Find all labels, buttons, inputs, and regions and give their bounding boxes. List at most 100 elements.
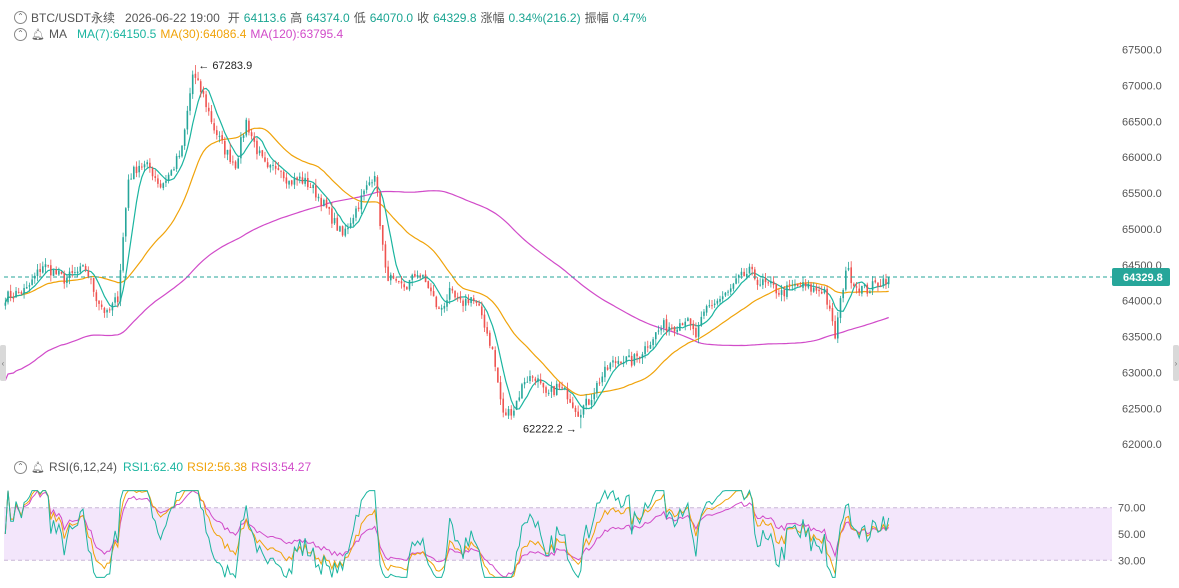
- candle-body: [154, 176, 157, 178]
- collapse-chevron-icon[interactable]: ⌃: [14, 11, 27, 24]
- candle-body: [748, 266, 751, 274]
- candle-body: [772, 281, 775, 285]
- candle-body: [422, 274, 424, 278]
- candle-body: [103, 307, 106, 313]
- candle-body: [529, 376, 531, 382]
- candle-body: [52, 269, 55, 276]
- candle-body: [42, 266, 44, 273]
- scroll-left-handle[interactable]: ‹: [0, 345, 6, 381]
- candle-body: [818, 289, 820, 292]
- candle-body: [384, 244, 387, 268]
- candle-body: [124, 208, 127, 237]
- ma-indicator-name: MA: [48, 27, 67, 41]
- candle-body: [408, 280, 411, 290]
- candle-body: [633, 354, 636, 365]
- candle-body: [545, 387, 547, 393]
- candle-body: [39, 269, 41, 272]
- price-axis-tick-label: 66500.0: [1122, 116, 1162, 128]
- candle-body: [151, 168, 154, 177]
- candle-body: [513, 410, 515, 416]
- price-axis-tick-label: 65500.0: [1122, 188, 1162, 200]
- candle-body: [28, 285, 31, 287]
- collapse-chevron-icon[interactable]: ⌃: [14, 27, 27, 41]
- candle-body: [542, 382, 545, 388]
- candle-body: [234, 161, 237, 169]
- candle-body: [414, 273, 416, 277]
- candle-body: [167, 174, 170, 181]
- low-annotation: 62222.2 →: [523, 423, 577, 435]
- candle-body: [713, 303, 716, 306]
- candle-body: [590, 400, 593, 405]
- candle-body: [834, 321, 836, 339]
- candle-body: [277, 168, 280, 170]
- high-annotation: ← 67283.9: [198, 60, 252, 72]
- candle-body: [451, 288, 454, 291]
- candle-body: [210, 111, 213, 123]
- candle-body: [454, 291, 456, 298]
- candle-body: [31, 279, 33, 285]
- candle-body: [280, 170, 282, 172]
- scroll-right-handle[interactable]: ›: [1173, 345, 1179, 381]
- candle-body: [336, 217, 339, 231]
- candle-body: [373, 176, 376, 182]
- candle-body: [119, 270, 122, 302]
- candle-body: [288, 180, 290, 185]
- candle-body: [127, 179, 130, 208]
- candle-body: [135, 166, 138, 174]
- candle-body: [47, 265, 49, 267]
- candle-body: [770, 281, 772, 284]
- candle-body: [325, 199, 328, 208]
- candle-body: [649, 345, 652, 349]
- candle-body: [368, 182, 371, 185]
- candle-body: [98, 300, 100, 304]
- candle-body: [499, 382, 502, 400]
- candle-body: [157, 178, 159, 184]
- candle-body: [745, 273, 748, 277]
- candle-body: [767, 282, 770, 284]
- candle-body: [317, 196, 320, 199]
- candle-body: [312, 184, 314, 189]
- candle-body: [15, 290, 17, 298]
- open-value: 64113.6: [243, 10, 287, 25]
- candle-body: [676, 329, 679, 332]
- bell-icon[interactable]: 🔔︎: [31, 461, 45, 474]
- candle-body: [521, 384, 523, 399]
- candle-body: [711, 305, 713, 307]
- candle-body: [87, 270, 90, 278]
- candle-body: [480, 306, 483, 316]
- candle-body: [440, 307, 443, 310]
- amplitude-value: 0.47%: [612, 10, 647, 25]
- candle-body: [593, 393, 596, 400]
- candle-body: [248, 120, 250, 133]
- ma30-value: MA(30):64086.4: [160, 27, 247, 41]
- candle-body: [823, 288, 826, 293]
- candle-body: [850, 267, 852, 284]
- close-label: 收: [417, 11, 430, 25]
- bell-icon[interactable]: 🔔︎: [31, 28, 45, 41]
- candle-body: [828, 305, 831, 309]
- candle-body: [240, 137, 242, 159]
- candle-body: [258, 150, 261, 154]
- candle-body: [309, 187, 312, 189]
- candle-body: [347, 228, 349, 230]
- candle-body: [845, 270, 847, 290]
- candle-body: [617, 360, 620, 364]
- candle-body: [494, 350, 496, 367]
- candle-body: [320, 197, 322, 206]
- candle-body: [459, 296, 462, 300]
- candle-body: [181, 145, 183, 157]
- candle-body: [708, 305, 711, 307]
- candle-body: [673, 327, 676, 332]
- candle-body: [20, 292, 23, 294]
- candle-body: [229, 149, 231, 163]
- candle-body: [194, 73, 197, 78]
- candle-body: [652, 339, 654, 346]
- candle-body: [307, 177, 309, 188]
- candle-body: [539, 379, 542, 384]
- candle-body: [697, 325, 700, 337]
- candle-body: [743, 271, 745, 277]
- collapse-chevron-icon[interactable]: ⌃: [14, 460, 27, 474]
- candle-body: [799, 285, 802, 288]
- candle-body: [285, 177, 288, 184]
